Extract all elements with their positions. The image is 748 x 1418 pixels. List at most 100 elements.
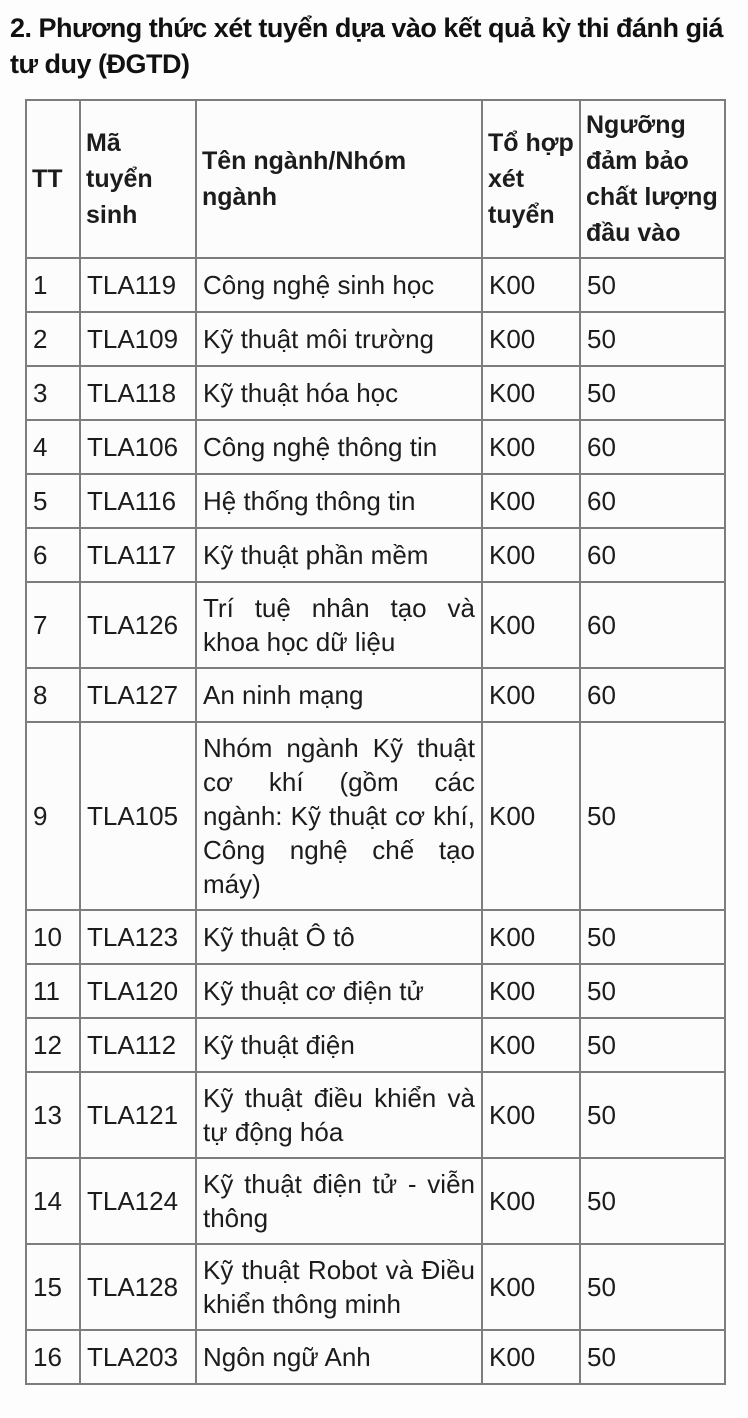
cell-name: Kỹ thuật cơ điện tử	[195, 962, 483, 1019]
admissions-table: TT Mã tuyển sinh Tên ngành/Nhóm ngành Tổ…	[25, 98, 726, 1385]
cell-code: TLA118	[79, 364, 197, 421]
cell-code: TLA119	[79, 256, 197, 313]
cell-name: Kỹ thuật điều khiển và tự động hóa	[195, 1070, 483, 1159]
cell-code: TLA109	[79, 310, 197, 367]
cell-tt: 13	[25, 1070, 81, 1159]
table-row: 15 TLA128 Kỹ thuật Robot và Điều khiển t…	[25, 1242, 726, 1331]
cell-tt: 5	[25, 472, 81, 529]
cell-combo: K00	[481, 1242, 581, 1331]
cell-name: Ngôn ngữ Anh	[195, 1328, 483, 1385]
cell-combo: K00	[481, 580, 581, 669]
cell-code: TLA116	[79, 472, 197, 529]
table-row: 12 TLA112 Kỹ thuật điện K00 50	[25, 1016, 726, 1073]
cell-name: Kỹ thuật Ô tô	[195, 908, 483, 965]
table-row: 8 TLA127 An ninh mạng K00 60	[25, 666, 726, 723]
cell-code: TLA121	[79, 1070, 197, 1159]
table-row: 2 TLA109 Kỹ thuật môi trường K00 50	[25, 310, 726, 367]
cell-threshold: 60	[579, 666, 726, 723]
cell-code: TLA203	[79, 1328, 197, 1385]
table-row: 6 TLA117 Kỹ thuật phần mềm K00 60	[25, 526, 726, 583]
cell-tt: 14	[25, 1156, 81, 1245]
cell-threshold: 60	[579, 580, 726, 669]
table-row: 11 TLA120 Kỹ thuật cơ điện tử K00 50	[25, 962, 726, 1019]
header-code: Mã tuyển sinh	[79, 98, 197, 259]
header-threshold: Ngưỡng đảm bảo chất lượng đầu vào	[579, 98, 726, 259]
cell-combo: K00	[481, 256, 581, 313]
cell-threshold: 50	[579, 720, 726, 911]
cell-threshold: 50	[579, 1156, 726, 1245]
header-tt: TT	[25, 98, 81, 259]
cell-name: Kỹ thuật điện	[195, 1016, 483, 1073]
cell-tt: 8	[25, 666, 81, 723]
cell-tt: 4	[25, 418, 81, 475]
cell-name: Kỹ thuật hóa học	[195, 364, 483, 421]
table-row: 9 TLA105 Nhóm ngành Kỹ thuật cơ khí (gồm…	[25, 720, 726, 911]
cell-threshold: 60	[579, 526, 726, 583]
cell-combo: K00	[481, 472, 581, 529]
table-row: 13 TLA121 Kỹ thuật điều khiển và tự động…	[25, 1070, 726, 1159]
cell-tt: 15	[25, 1242, 81, 1331]
cell-name: Công nghệ thông tin	[195, 418, 483, 475]
table-row: 3 TLA118 Kỹ thuật hóa học K00 50	[25, 364, 726, 421]
cell-code: TLA123	[79, 908, 197, 965]
cell-name: Trí tuệ nhân tạo và khoa học dữ liệu	[195, 580, 483, 669]
cell-name: Kỹ thuật Robot và Điều khiển thông minh	[195, 1242, 483, 1331]
cell-tt: 11	[25, 962, 81, 1019]
cell-threshold: 50	[579, 364, 726, 421]
cell-combo: K00	[481, 310, 581, 367]
header-row: TT Mã tuyển sinh Tên ngành/Nhóm ngành Tổ…	[25, 98, 726, 259]
cell-combo: K00	[481, 720, 581, 911]
cell-tt: 10	[25, 908, 81, 965]
cell-tt: 1	[25, 256, 81, 313]
cell-combo: K00	[481, 1016, 581, 1073]
cell-threshold: 50	[579, 310, 726, 367]
cell-tt: 9	[25, 720, 81, 911]
cell-combo: K00	[481, 962, 581, 1019]
cell-combo: K00	[481, 1070, 581, 1159]
cell-tt: 6	[25, 526, 81, 583]
cell-combo: K00	[481, 666, 581, 723]
cell-threshold: 50	[579, 1070, 726, 1159]
table-row: 10 TLA123 Kỹ thuật Ô tô K00 50	[25, 908, 726, 965]
cell-threshold: 50	[579, 1242, 726, 1331]
cell-threshold: 50	[579, 1016, 726, 1073]
cell-code: TLA127	[79, 666, 197, 723]
cell-threshold: 60	[579, 472, 726, 529]
cell-code: TLA106	[79, 418, 197, 475]
cell-code: TLA128	[79, 1242, 197, 1331]
table-row: 1 TLA119 Công nghệ sinh học K00 50	[25, 256, 726, 313]
cell-tt: 2	[25, 310, 81, 367]
cell-code: TLA105	[79, 720, 197, 911]
cell-code: TLA112	[79, 1016, 197, 1073]
cell-threshold: 50	[579, 1328, 726, 1385]
table-header: TT Mã tuyển sinh Tên ngành/Nhóm ngành Tổ…	[25, 98, 726, 259]
cell-name: Kỹ thuật môi trường	[195, 310, 483, 367]
cell-code: TLA126	[79, 580, 197, 669]
header-combo: Tổ hợp xét tuyển	[481, 98, 581, 259]
table-row: 5 TLA116 Hệ thống thông tin K00 60	[25, 472, 726, 529]
cell-combo: K00	[481, 1328, 581, 1385]
cell-code: TLA124	[79, 1156, 197, 1245]
table-row: 4 TLA106 Công nghệ thông tin K00 60	[25, 418, 726, 475]
cell-combo: K00	[481, 364, 581, 421]
cell-tt: 3	[25, 364, 81, 421]
cell-tt: 7	[25, 580, 81, 669]
cell-threshold: 60	[579, 418, 726, 475]
table-row: 14 TLA124 Kỹ thuật điện tử - viễn thông …	[25, 1156, 726, 1245]
table-row: 7 TLA126 Trí tuệ nhân tạo và khoa học dữ…	[25, 580, 726, 669]
cell-tt: 16	[25, 1328, 81, 1385]
header-name: Tên ngành/Nhóm ngành	[195, 98, 483, 259]
cell-combo: K00	[481, 908, 581, 965]
table-body: 1 TLA119 Công nghệ sinh học K00 50 2 TLA…	[25, 256, 726, 1385]
cell-threshold: 50	[579, 962, 726, 1019]
cell-name: Nhóm ngành Kỹ thuật cơ khí (gồm các ngàn…	[195, 720, 483, 911]
cell-name: Hệ thống thông tin	[195, 472, 483, 529]
cell-threshold: 50	[579, 908, 726, 965]
cell-name: Kỹ thuật phần mềm	[195, 526, 483, 583]
section-heading: 2. Phương thức xét tuyển dựa vào kết quả…	[10, 13, 723, 80]
cell-name: An ninh mạng	[195, 666, 483, 723]
cell-combo: K00	[481, 418, 581, 475]
cell-name: Kỹ thuật điện tử - viễn thông	[195, 1156, 483, 1245]
cell-tt: 12	[25, 1016, 81, 1073]
